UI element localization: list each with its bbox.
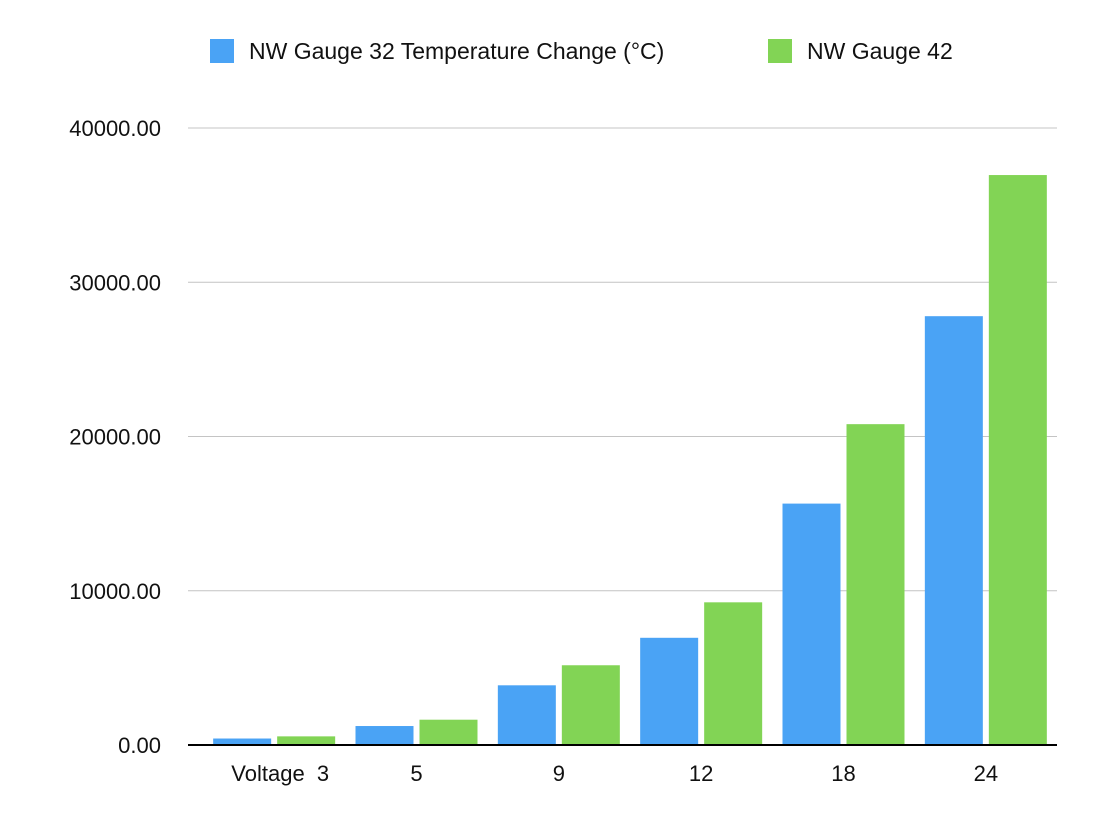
x-tick-label: 9 [553, 761, 565, 786]
bar-series-2-cat-3 [561, 665, 620, 745]
bar-series-1-cat-1 [213, 738, 272, 745]
bar-series-2-cat-4 [704, 602, 763, 745]
y-tick-label: 40000.00 [69, 116, 161, 141]
bar-series-1-cat-5 [782, 503, 841, 745]
legend-label-series-2: NW Gauge 42 [807, 38, 953, 64]
bar-series-1-cat-4 [640, 637, 699, 745]
bar-series-1-cat-3 [497, 685, 556, 745]
x-axis-tick-labels: Voltage 3 5 9 12 18 24 [231, 761, 998, 786]
x-tick-label: 12 [689, 761, 713, 786]
bar-series-2-cat-5 [846, 424, 905, 745]
y-tick-label: 10000.00 [69, 579, 161, 604]
y-axis-tick-labels: 0.00 10000.00 20000.00 30000.00 40000.00 [69, 116, 161, 758]
y-tick-label: 20000.00 [69, 425, 161, 450]
x-tick-label: 24 [974, 761, 998, 786]
y-tick-label: 0.00 [118, 733, 161, 758]
bar-series-2-cat-6 [988, 175, 1047, 745]
bar-series-2-cat-1 [277, 736, 336, 745]
bar-series-2-cat-2 [419, 719, 478, 745]
x-tick-label: 5 [410, 761, 422, 786]
bar-series-1-cat-2 [355, 726, 414, 745]
gridlines [188, 127, 1057, 592]
bars [213, 175, 1047, 745]
legend-swatch-series-1 [210, 39, 234, 63]
x-tick-label: 18 [831, 761, 855, 786]
bar-series-1-cat-6 [924, 316, 983, 745]
y-tick-label: 30000.00 [69, 270, 161, 295]
legend-swatch-series-2 [768, 39, 792, 63]
x-tick-label: Voltage 3 [231, 761, 329, 786]
legend-label-series-1: NW Gauge 32 Temperature Change (°C) [249, 38, 664, 64]
legend: NW Gauge 32 Temperature Change (°C) NW G… [210, 38, 953, 64]
